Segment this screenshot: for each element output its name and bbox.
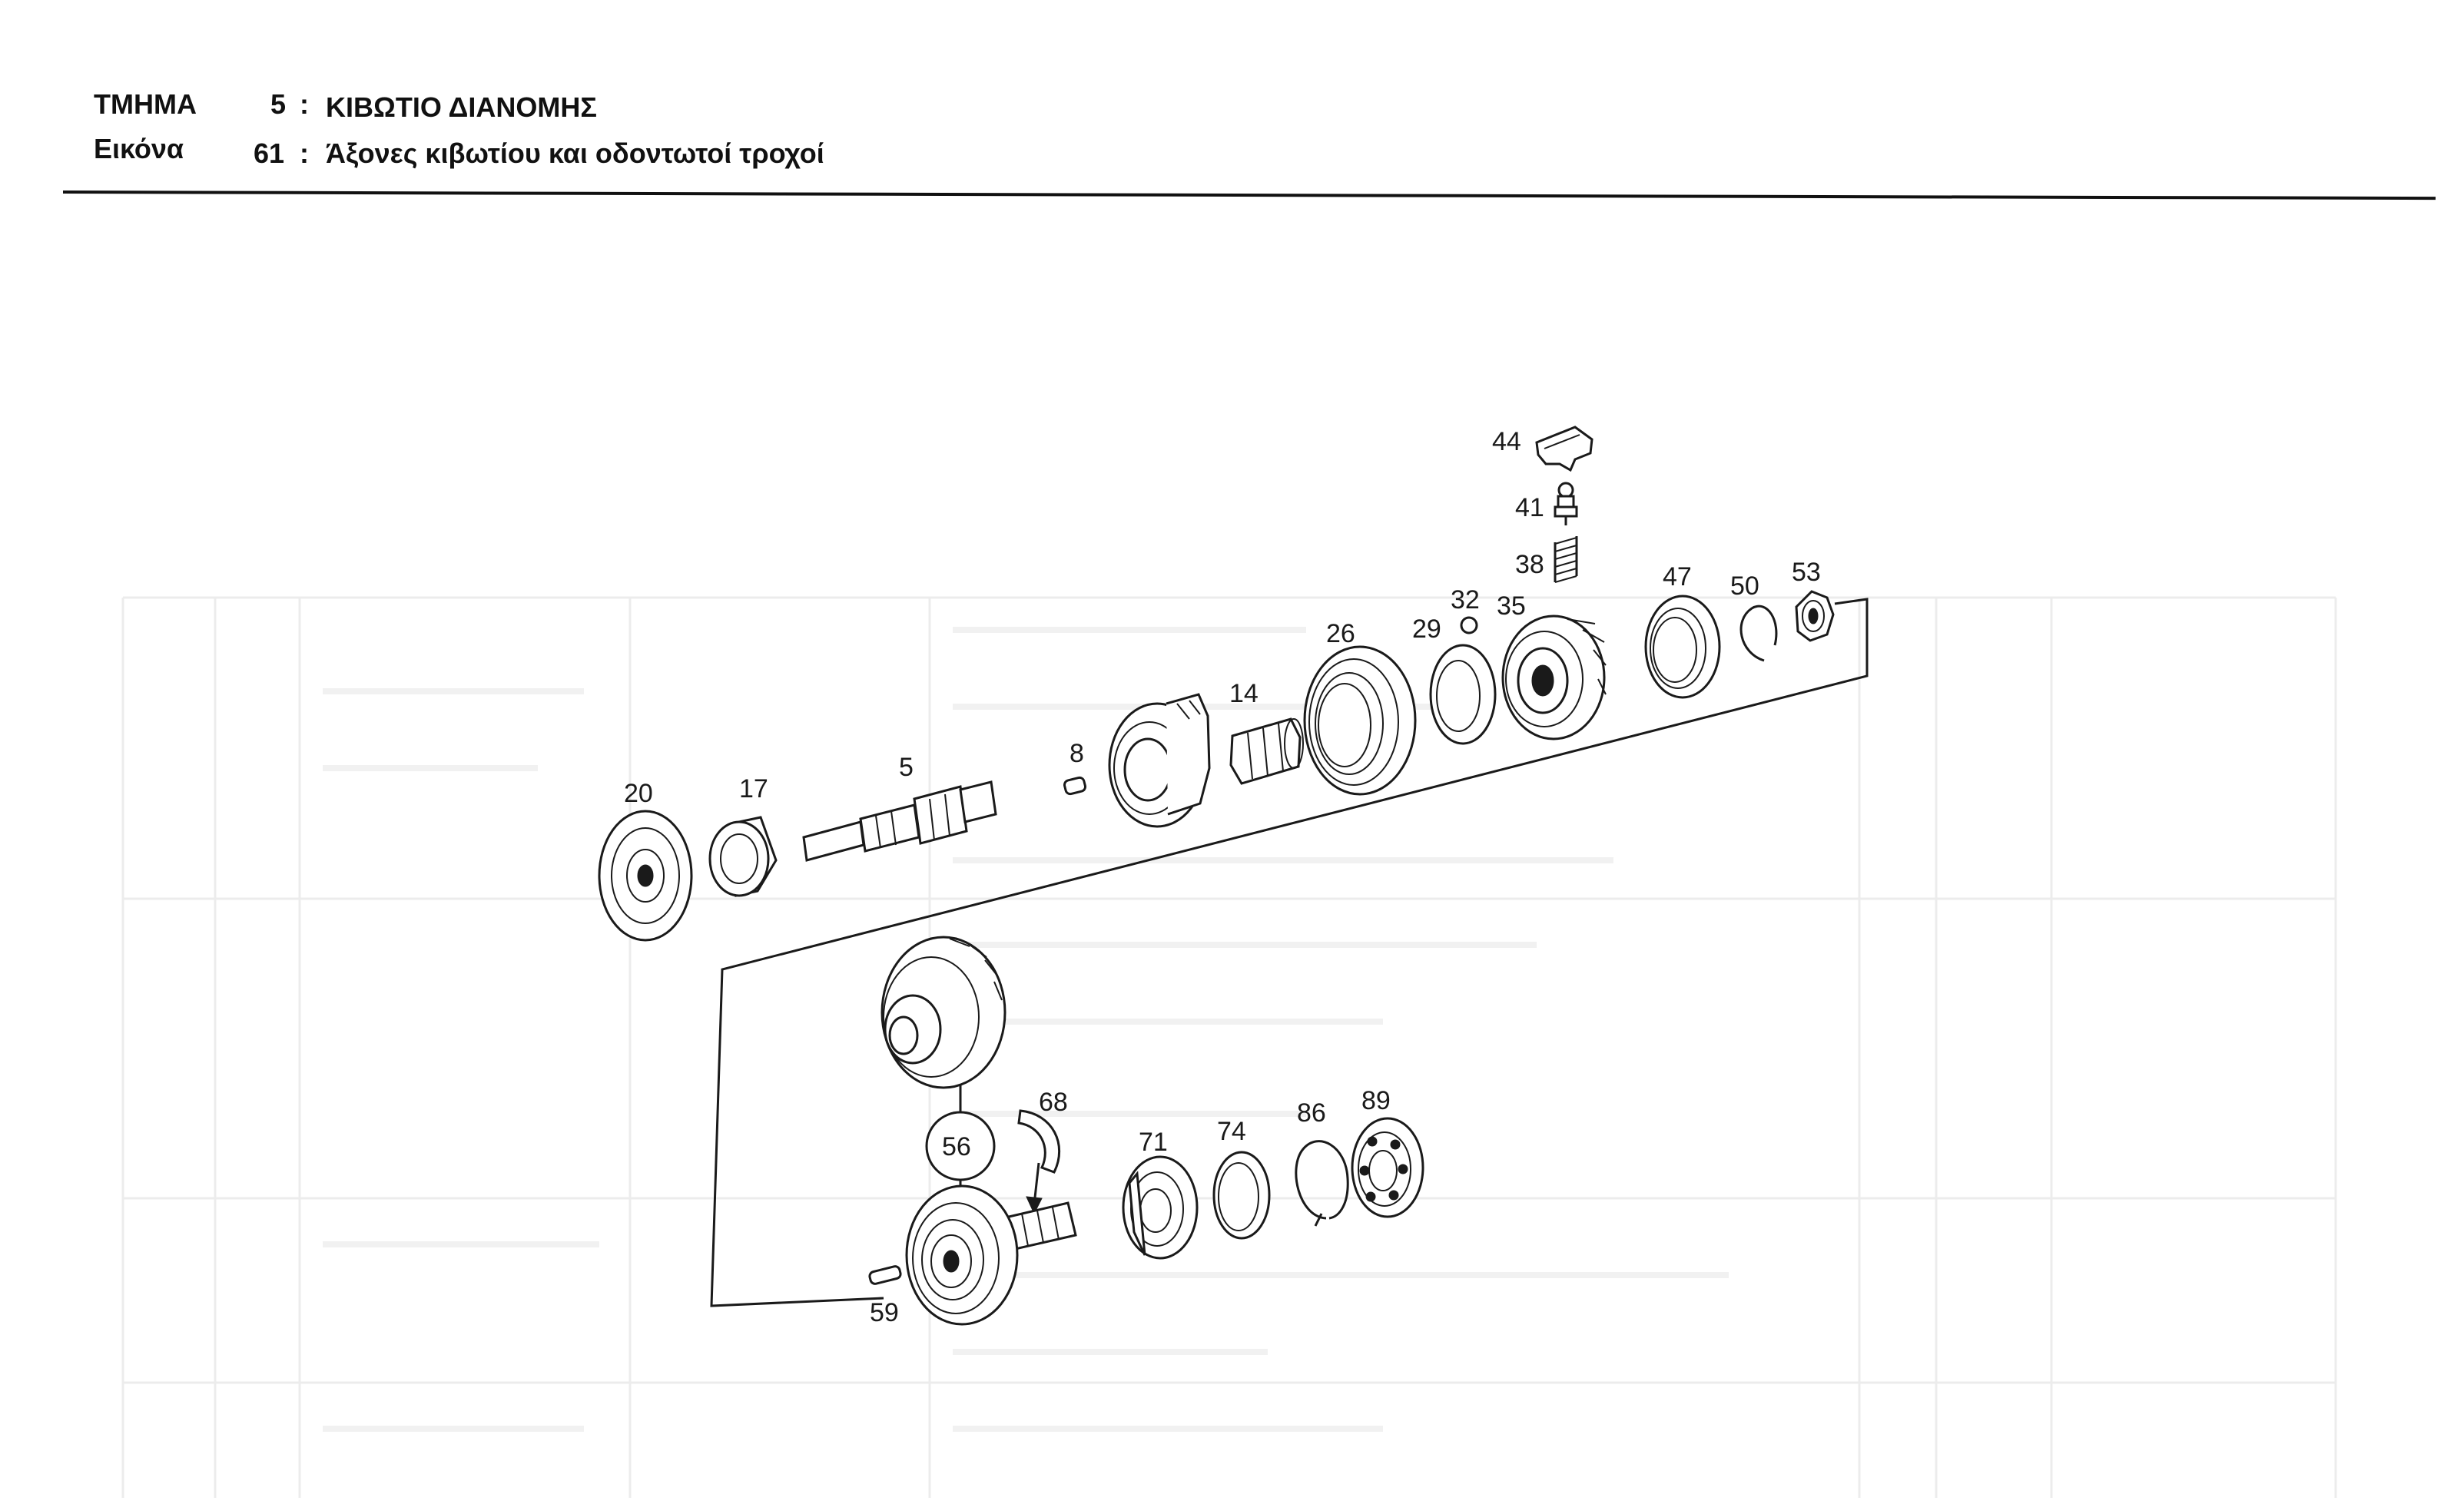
figure-number: 61 (254, 137, 285, 169)
callout-41: 41 (1515, 493, 1544, 522)
callout-71: 71 (1139, 1128, 1168, 1157)
callout-86: 86 (1297, 1098, 1326, 1128)
callout-14: 14 (1229, 679, 1259, 708)
callout-29: 29 (1412, 615, 1441, 644)
callout-59: 59 (870, 1298, 899, 1327)
part-44-fork-block: 44 (1492, 426, 1593, 472)
section-number: 5 (270, 88, 287, 120)
part-26-sleeve: 26 (1303, 619, 1417, 796)
section-title: ΚΙΒΩΤΙΟ ΔΙΑΝΟΜΗΣ (326, 91, 597, 123)
part-20-bearing: 20 (598, 779, 693, 942)
figure-separator: : (300, 137, 309, 169)
callout-53: 53 (1792, 558, 1821, 587)
part-89-bearing: 89 (1351, 1086, 1424, 1218)
part-8-roller: 8 (1063, 739, 1087, 796)
section-separator: : (300, 88, 309, 120)
callout-26: 26 (1326, 619, 1355, 648)
callout-68: 68 (1039, 1088, 1068, 1117)
callout-89: 89 (1361, 1086, 1391, 1115)
part-86-circlip: 86 (1295, 1098, 1349, 1227)
callout-38: 38 (1515, 550, 1544, 579)
part-59-pin: 59 (868, 1265, 902, 1327)
section-label: ΤΜΗΜΑ (94, 88, 197, 120)
part-32-ball: 32 (1451, 585, 1480, 634)
part-47-ring: 47 (1644, 562, 1721, 699)
part-74-shim: 74 (1212, 1117, 1271, 1240)
part-56-reference-circle: 56 (925, 1111, 996, 1181)
part-upper-output-gear (880, 936, 1006, 1089)
part-35-gear: 35 (1497, 591, 1607, 740)
callout-8: 8 (1070, 739, 1084, 768)
part-14-needle-cage: 14 (1229, 679, 1304, 785)
part-68-half-moon-key: 68 (1017, 1088, 1068, 1215)
part-71-bearing: 71 (1122, 1128, 1199, 1260)
part-gear-unlabeled (1108, 693, 1211, 828)
assembly-frame-lines (710, 598, 1869, 1307)
callout-74: 74 (1217, 1117, 1246, 1146)
figure-label: Εικόνα (94, 133, 184, 164)
callout-5: 5 (899, 753, 914, 782)
callout-50: 50 (1730, 571, 1759, 601)
callout-35: 35 (1497, 591, 1526, 621)
callout-32: 32 (1451, 585, 1480, 615)
part-38-spring: 38 (1515, 536, 1578, 583)
callout-56: 56 (942, 1132, 971, 1161)
part-53-nut: 53 (1792, 558, 1835, 642)
part-29-washer: 29 (1412, 615, 1497, 745)
part-17-race: 17 (708, 774, 778, 897)
callout-17: 17 (739, 774, 768, 803)
callout-47: 47 (1663, 562, 1692, 591)
part-lower-output-shaft (905, 1184, 1077, 1326)
callout-44: 44 (1492, 427, 1521, 456)
part-5-shaft: 5 (802, 753, 997, 862)
part-50-circlip: 50 (1730, 571, 1778, 662)
part-41-detent-pin: 41 (1515, 482, 1578, 525)
figure-title: Άξονες κιβωτίου και οδοντωτοί τροχοί (326, 137, 824, 169)
callout-20: 20 (624, 779, 653, 808)
